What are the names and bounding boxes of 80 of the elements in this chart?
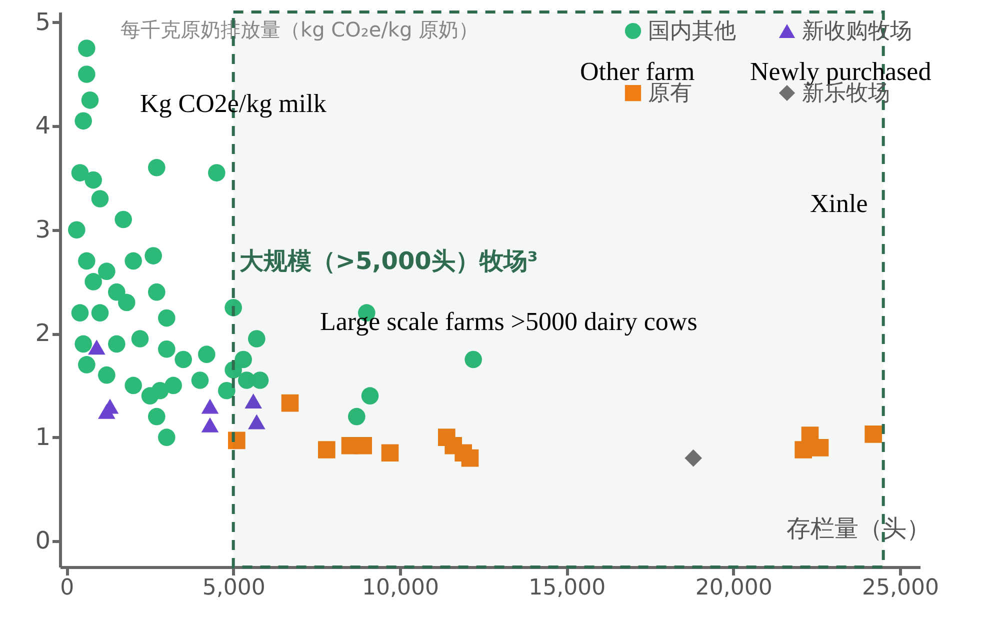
point	[208, 164, 226, 182]
point	[74, 112, 92, 130]
y-tick-label: 2	[35, 319, 50, 348]
point	[98, 366, 116, 384]
point	[248, 414, 266, 430]
point	[794, 441, 812, 458]
legend-label: 国内其他	[648, 19, 736, 44]
point	[228, 432, 246, 450]
annotation: Xinle	[810, 189, 868, 218]
point	[124, 376, 142, 394]
point	[148, 283, 166, 301]
point	[144, 247, 162, 264]
x-tick-label: 25,000	[862, 576, 939, 600]
point	[148, 408, 166, 426]
point	[114, 210, 132, 228]
point	[84, 273, 102, 290]
point	[684, 449, 702, 467]
point	[81, 92, 99, 109]
point	[78, 40, 96, 57]
y-tick-label: 4	[35, 112, 50, 140]
point	[224, 299, 242, 316]
point	[348, 408, 366, 426]
x-tick-label: 20,000	[695, 576, 772, 600]
point	[318, 441, 336, 458]
point	[198, 346, 216, 363]
point	[91, 304, 109, 322]
point	[201, 398, 219, 414]
point	[234, 350, 252, 368]
point	[148, 158, 166, 176]
point	[354, 436, 372, 454]
x-tick-label: 0	[60, 576, 74, 600]
point	[361, 387, 379, 404]
point	[84, 171, 102, 189]
y-axis-title: 每千克原奶排放量（kg CO₂e/kg 原奶）	[120, 18, 479, 42]
point	[124, 252, 142, 270]
point	[381, 444, 399, 462]
point	[201, 417, 219, 432]
point	[224, 361, 242, 379]
point	[461, 449, 479, 467]
point	[464, 350, 482, 368]
point	[74, 335, 92, 353]
point	[158, 309, 176, 327]
point	[98, 262, 116, 280]
annotation: Kg CO2e/kg milk	[140, 89, 326, 118]
point	[98, 404, 116, 419]
point	[108, 283, 126, 301]
y-tick-label: 1	[35, 422, 50, 451]
point	[158, 340, 176, 358]
point	[251, 372, 269, 389]
point	[244, 394, 262, 409]
point	[71, 304, 89, 322]
annotation: Large scale farms >5000 dairy cows	[320, 307, 698, 336]
point	[248, 330, 266, 348]
point	[78, 356, 96, 374]
band-label: 大规模（>5,000头）牧场³	[239, 247, 538, 275]
point	[158, 428, 176, 446]
point	[71, 164, 89, 182]
point	[151, 382, 169, 400]
point	[118, 294, 136, 312]
point	[174, 350, 192, 368]
point	[218, 382, 236, 400]
point	[68, 221, 86, 238]
point	[91, 190, 109, 208]
point	[78, 66, 96, 83]
y-tick-label: 0	[35, 526, 50, 555]
point	[811, 439, 829, 456]
point	[864, 426, 882, 443]
point	[108, 335, 126, 353]
point	[78, 252, 96, 270]
point	[164, 376, 182, 394]
y-tick-label: 5	[35, 8, 50, 36]
x-tick-label: 5,000	[202, 576, 266, 600]
x-axis-title: 存栏量（头）	[786, 514, 930, 542]
x-tick-label: 10,000	[362, 576, 439, 600]
point	[281, 394, 299, 412]
point	[191, 372, 209, 389]
x-tick-label: 15,000	[528, 576, 606, 600]
point	[131, 330, 149, 348]
y-tick-label: 3	[35, 215, 50, 244]
point	[88, 340, 106, 355]
